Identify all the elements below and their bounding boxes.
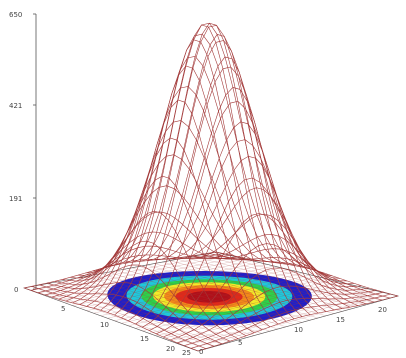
mesh-col-10 — [100, 65, 279, 325]
mesh-row-5 — [58, 211, 253, 300]
mesh-row-8 — [79, 120, 275, 305]
floor-grid-v-1 — [30, 253, 224, 291]
floor-grid-v-10 — [93, 269, 289, 314]
mesh-row-20 — [163, 243, 362, 338]
floor-grid-v-11 — [100, 271, 297, 316]
floor-grid-v-21 — [170, 288, 369, 342]
z-tick-label-2: 421 — [9, 102, 22, 110]
y-tick-label-0: 5 — [61, 305, 65, 313]
mesh-row-15 — [128, 66, 326, 322]
floor-grid-v-13 — [114, 274, 311, 321]
floor-grid — [22, 251, 400, 352]
x-tick-label-1: 5 — [238, 339, 242, 347]
mesh-col-15 — [139, 56, 319, 314]
corner-label: 25 — [182, 349, 191, 357]
mesh-col-6 — [70, 210, 247, 337]
floor-grid-u-15 — [139, 266, 319, 319]
y-tick-label-1: 10 — [100, 321, 109, 329]
floor-grid-v-6 — [65, 262, 260, 304]
floor-grid-u-14 — [131, 267, 311, 321]
y-axis-ticks: 5 10 15 20 — [61, 305, 175, 353]
mesh-col-24 — [208, 252, 391, 299]
mesh-row-9 — [86, 86, 282, 307]
mesh-row-6 — [65, 185, 260, 302]
mesh-col-8 — [85, 137, 263, 331]
mesh-col-20 — [177, 213, 359, 306]
mesh-col-25 — [215, 251, 399, 297]
z-tick-label-0: 0 — [14, 286, 18, 294]
mesh-col-18 — [162, 155, 343, 309]
mesh-col-13 — [123, 22, 303, 317]
mesh-col-4 — [54, 264, 231, 342]
mesh-row-14 — [121, 40, 318, 319]
floor-grid-u-1 — [31, 286, 207, 349]
floor-grid-u-4 — [54, 282, 231, 343]
surface-mesh — [23, 22, 399, 352]
floor-grid-u-13 — [123, 269, 303, 323]
mesh-col-9 — [93, 99, 271, 328]
floor-grid-u-23 — [200, 254, 383, 301]
z-tick-label-3: 650 — [9, 11, 22, 19]
floor-grid-u-21 — [185, 257, 367, 305]
x-tick-label-4: 20 — [378, 306, 387, 314]
mesh-row-23 — [184, 291, 384, 346]
floor-grid-u-17 — [154, 263, 335, 314]
mesh-row-7 — [72, 154, 268, 304]
mesh-col-0 — [23, 287, 199, 352]
mesh-col-23 — [200, 254, 383, 301]
floor-grid-u-16 — [146, 264, 327, 316]
floor-grid-v-16 — [135, 279, 333, 329]
mesh-col-11 — [108, 39, 287, 322]
mesh-row-24 — [190, 293, 391, 349]
mesh-col-5 — [62, 240, 239, 339]
floor-grid-v-9 — [86, 267, 282, 311]
floor-grid-v-20 — [163, 287, 362, 339]
floor-grid-v-24 — [190, 294, 391, 349]
floor-grid-v-3 — [44, 257, 238, 296]
floor-grid-u-22 — [192, 256, 375, 303]
mesh-col-19 — [169, 187, 351, 308]
mesh-col-14 — [131, 34, 311, 315]
mesh-col-17 — [154, 121, 335, 311]
x-tick-label-2: 10 — [294, 326, 303, 334]
floor-grid-v-14 — [121, 276, 318, 324]
mesh-col-1 — [31, 286, 207, 349]
y-tick-label-3: 20 — [166, 345, 175, 353]
mesh-col-7 — [77, 175, 255, 334]
x-tick-label-3: 15 — [336, 316, 345, 324]
mesh-row-16 — [135, 100, 333, 325]
floor-grid-u-24 — [208, 253, 391, 299]
floor-grid-u-12 — [116, 270, 295, 325]
mesh-row-21 — [170, 267, 369, 341]
floor-grid-v-8 — [79, 265, 275, 309]
floor-grid-v-19 — [156, 285, 355, 337]
x-axis-ticks: 0 5 10 15 20 — [199, 306, 387, 356]
floor-grid-u-10 — [100, 273, 279, 330]
mesh-col-3 — [46, 282, 223, 345]
mesh-row-10 — [93, 55, 289, 309]
mesh-col-2 — [39, 284, 215, 347]
x-tick-label-0: 0 — [199, 348, 203, 356]
mesh-col-16 — [146, 87, 327, 312]
y-tick-label-2: 15 — [140, 335, 149, 343]
mesh-row-25 — [197, 295, 399, 352]
floor-grid-v-17 — [142, 281, 340, 332]
mesh-col-12 — [116, 24, 295, 320]
floor-grid-v-22 — [177, 290, 377, 344]
z-tick-label-1: 191 — [9, 195, 22, 203]
mesh-row-22 — [177, 285, 377, 344]
